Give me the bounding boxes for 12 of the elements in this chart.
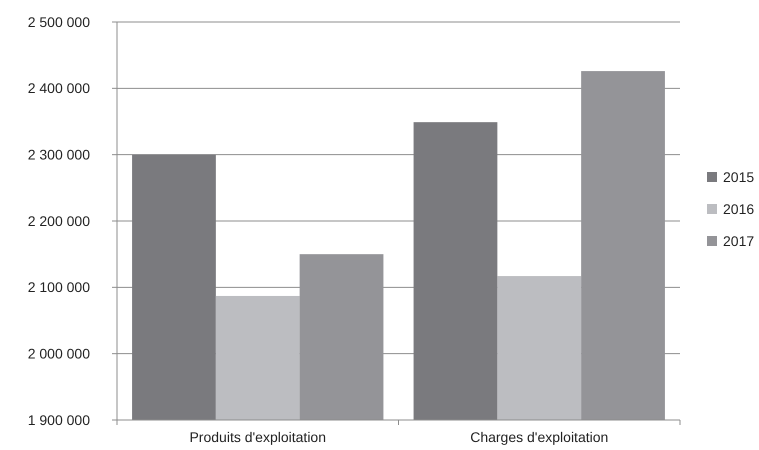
legend-label: 2015 [723,168,754,185]
y-tick-label: 2 000 000 [28,346,90,362]
y-tick-label: 2 400 000 [28,80,90,96]
y-tick-label: 2 100 000 [28,279,90,296]
x-tick-label: Produits d'exploitation [189,429,326,445]
y-tick-label: 2 500 000 [28,14,90,30]
legend-label: 2017 [723,232,754,249]
y-tick-label: 2 300 000 [28,146,90,163]
y-tick-label: 1 900 000 [28,412,90,428]
legend-label: 2016 [723,200,754,217]
y-tick-label: 2 200 000 [28,212,90,229]
x-tick-label: Charges d'exploitation [470,429,608,445]
